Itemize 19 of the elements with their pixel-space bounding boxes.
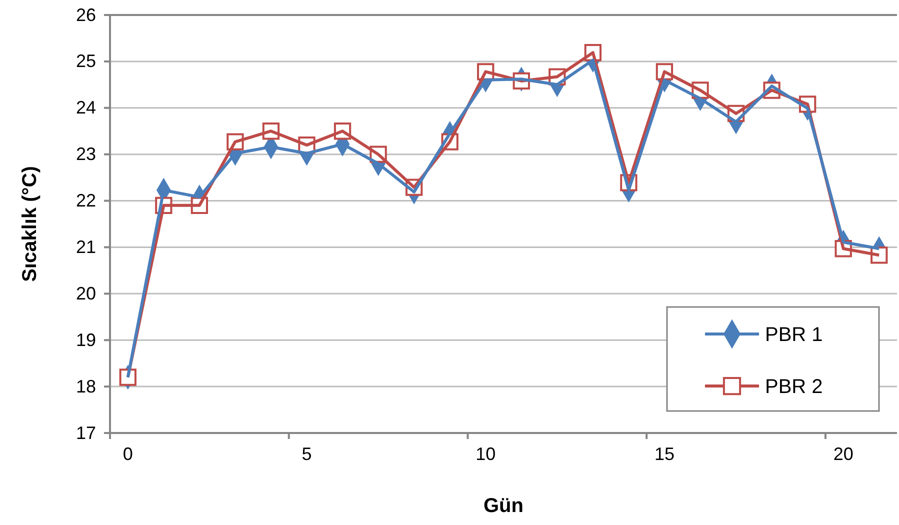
x-axis-title: Gün: [484, 495, 524, 517]
y-tick-label: 26: [76, 4, 96, 25]
x-tick-label: 20: [833, 444, 854, 464]
y-axis-title: Sıcaklık (°C): [19, 166, 41, 282]
y-tick-label: 18: [76, 376, 96, 396]
y-tick-label: 24: [76, 98, 96, 118]
x-tick-label: 5: [302, 444, 312, 464]
x-tick-label: 0: [122, 444, 133, 464]
x-tick-label: 15: [654, 444, 674, 464]
legend-label: PBR 1: [765, 324, 823, 346]
y-tick-label: 21: [76, 236, 96, 257]
x-tick-label: 10: [476, 444, 496, 464]
y-tick-label: 17: [76, 422, 96, 443]
y-tick-label: 19: [76, 330, 96, 350]
legend-label: PBR 2: [765, 376, 823, 398]
y-tick-label: 20: [76, 283, 96, 304]
y-tick-label: 22: [76, 190, 96, 211]
y-tick-label: 25: [76, 51, 96, 72]
y-tick-label: 23: [76, 144, 96, 164]
